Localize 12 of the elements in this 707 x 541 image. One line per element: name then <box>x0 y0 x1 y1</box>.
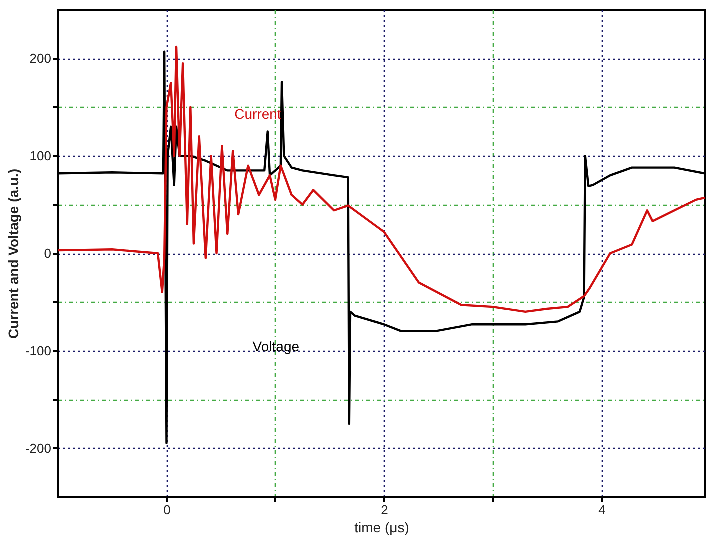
text: Voltage <box>252 338 300 354</box>
y-tick-label: 0 <box>44 246 52 261</box>
x-tick-label: 0 <box>164 502 171 518</box>
x-axis-title: time (μs) <box>354 520 410 536</box>
y-tick-label: 100 <box>30 148 52 164</box>
y-tick-label: 200 <box>30 51 52 66</box>
x-tick-label: 2 <box>381 502 388 518</box>
y-tick-label: -200 <box>25 440 52 456</box>
x-tick-label: 4 <box>598 502 606 518</box>
y-axis-title: Current and Voltage (a.u.) <box>5 168 22 340</box>
y-tick-label: -100 <box>25 343 52 358</box>
line-series <box>58 46 705 314</box>
